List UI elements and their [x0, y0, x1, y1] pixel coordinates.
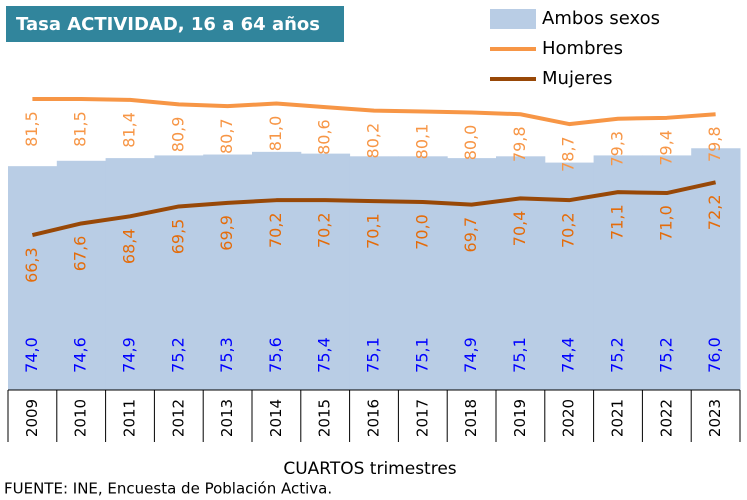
x-tick-label: 2009 [23, 399, 41, 437]
area-step [300, 153, 351, 390]
chart-title: Tasa ACTIVIDAD, 16 a 64 años [16, 14, 320, 35]
data-label: 69,7 [461, 217, 480, 253]
data-label: 67,6 [71, 236, 90, 272]
data-label: 81,5 [71, 111, 90, 147]
area-step [349, 156, 399, 390]
data-label: 75,3 [217, 337, 236, 373]
x-tick-label: 2015 [316, 399, 334, 437]
data-label: 75,2 [608, 337, 627, 373]
x-tick-label: 2020 [560, 399, 578, 437]
data-label: 72,2 [705, 194, 724, 230]
data-label: 75,2 [656, 337, 675, 373]
data-label: 70,0 [412, 214, 431, 250]
title-box [6, 6, 344, 42]
area-step [398, 156, 448, 390]
area-step [105, 158, 155, 390]
x-tick-label: 2012 [169, 399, 187, 437]
data-label: 71,0 [656, 205, 675, 241]
data-label: 75,2 [168, 337, 187, 373]
legend-label: Hombres [542, 38, 623, 59]
x-tick-label: 2011 [121, 399, 139, 437]
data-label: 68,4 [120, 228, 139, 264]
area-step [691, 148, 741, 390]
x-tick-label: 2016 [365, 399, 383, 437]
data-label: 71,1 [608, 204, 627, 240]
legend-label: Mujeres [542, 68, 612, 89]
data-label: 81,0 [266, 116, 285, 152]
data-label: 75,6 [266, 337, 285, 373]
data-label: 81,4 [120, 112, 139, 148]
legend-label: Ambos sexos [542, 8, 660, 29]
data-label: 70,4 [510, 211, 529, 247]
area-step [447, 158, 497, 390]
data-label: 74,4 [559, 337, 578, 373]
x-tick-label: 2014 [267, 399, 285, 437]
data-label: 70,2 [266, 212, 285, 248]
data-label: 75,1 [510, 337, 529, 373]
area-step [8, 166, 58, 390]
data-label: 74,9 [120, 337, 139, 373]
data-label: 75,1 [364, 337, 383, 373]
data-label: 69,9 [217, 215, 236, 251]
data-label: 76,0 [705, 337, 724, 373]
data-label: 80,2 [364, 123, 383, 159]
data-label: 70,2 [315, 212, 334, 248]
data-label: 74,0 [22, 337, 41, 373]
x-tick-label: 2017 [413, 399, 431, 437]
x-tick-label: 2013 [218, 399, 236, 437]
area-step [203, 154, 253, 390]
data-label: 75,1 [412, 337, 431, 373]
data-label: 80,0 [461, 125, 480, 161]
data-label: 78,7 [559, 136, 578, 172]
data-label: 81,5 [22, 111, 41, 147]
data-label: 74,9 [461, 337, 480, 373]
data-label: 70,1 [364, 213, 383, 249]
plot-area [8, 97, 741, 390]
data-label: 80,1 [412, 124, 431, 160]
x-tick-label: 2023 [706, 399, 724, 437]
x-tick-label: 2022 [657, 399, 675, 437]
x-tick-label: 2010 [72, 399, 90, 437]
data-label: 70,2 [559, 212, 578, 248]
data-label: 66,3 [22, 247, 41, 283]
data-label: 75,4 [315, 337, 334, 373]
data-label: 79,8 [510, 126, 529, 162]
data-label: 80,7 [217, 118, 236, 154]
series-line [31, 180, 717, 238]
x-tick-label: 2021 [609, 399, 627, 437]
area-step [154, 155, 204, 390]
area-step [252, 151, 302, 390]
series-line [32, 97, 716, 127]
data-label: 79,4 [656, 130, 675, 166]
data-label: 69,5 [168, 219, 187, 255]
x-axis-title: CUARTOS trimestres [283, 459, 456, 479]
data-label: 74,6 [71, 337, 90, 373]
area-step [496, 156, 546, 390]
area-step [56, 160, 107, 390]
data-label: 80,6 [315, 119, 334, 155]
data-label: 80,9 [168, 117, 187, 153]
data-label: 79,8 [705, 126, 724, 162]
data-label: 79,3 [608, 131, 627, 167]
x-tick-label: 2018 [462, 399, 480, 437]
legend-swatch [490, 9, 536, 29]
x-tick-label: 2019 [511, 399, 529, 437]
source-note: FUENTE: INE, Encuesta de Población Activ… [4, 480, 332, 498]
